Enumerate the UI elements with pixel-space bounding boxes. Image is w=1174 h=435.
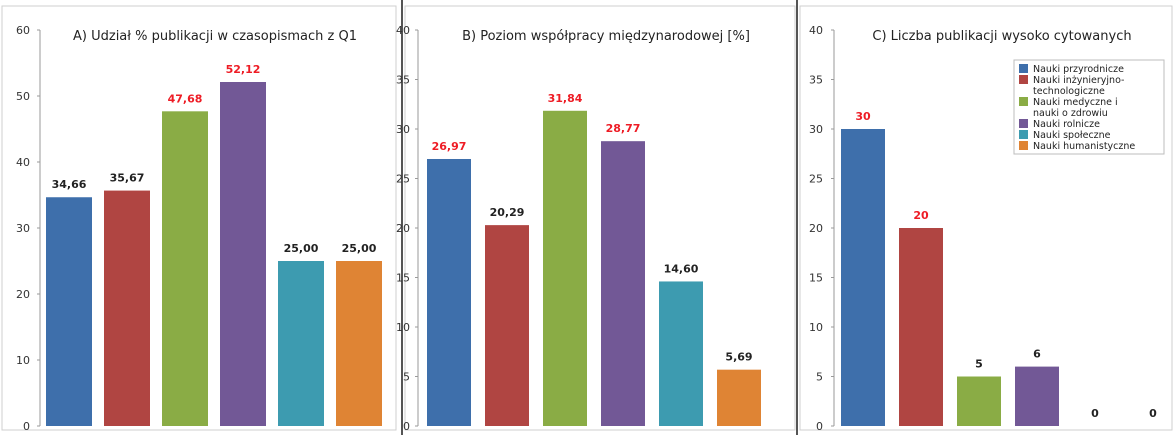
chart-title: A) Udział % publikacji w czasopismach z …: [73, 29, 357, 44]
chart-panel-a: A) Udział % publikacji w czasopismach z …: [1, 5, 397, 433]
bar: [1015, 366, 1059, 426]
chart-panel-c: C) Liczba publikacji wysoko cytowanych 0 5…: [799, 5, 1173, 433]
chart-title: B) Poziom współpracy międzynarodowej [%]: [462, 29, 750, 44]
bar-value-label: 31,84: [548, 92, 583, 105]
y-tick-label: 5: [816, 371, 823, 384]
legend-entry: Nauki inżynieryjno-technologiczne: [1019, 75, 1125, 97]
bar-value-label: 30: [855, 110, 871, 123]
legend-swatch: [1019, 97, 1028, 106]
legend-label: Nauki rolnicze: [1033, 119, 1100, 130]
bar-value-label: 14,60: [664, 262, 699, 275]
legend-entry: Nauki przyrodnicze: [1019, 64, 1124, 75]
bar-value-label: 47,68: [168, 92, 203, 105]
y-tick-label: 5: [403, 371, 410, 384]
legend-entry: Nauki rolnicze: [1019, 119, 1100, 130]
bar-value-label: 25,00: [342, 242, 377, 255]
bar-value-label: 20,29: [490, 206, 525, 219]
bar-value-label: 5,69: [725, 351, 752, 364]
bar: [899, 228, 943, 426]
legend-swatch: [1019, 64, 1028, 73]
y-tick-label: 10: [396, 321, 410, 334]
y-tick-label: 35: [396, 74, 410, 87]
y-tick-label: 15: [809, 272, 823, 285]
legend-label: Nauki inżynieryjno-: [1033, 75, 1125, 86]
y-tick-label: 0: [23, 420, 30, 433]
bar: [601, 141, 645, 426]
bar: [278, 261, 324, 426]
bar: [220, 82, 266, 427]
bar-value-label: 6: [1033, 348, 1041, 361]
legend-swatch: [1019, 119, 1028, 128]
y-tick-label: 20: [809, 222, 823, 235]
y-tick-label: 40: [396, 24, 410, 37]
legend-label: Nauki przyrodnicze: [1033, 64, 1124, 75]
legend-label: Nauki humanistyczne: [1033, 141, 1135, 152]
bar: [162, 111, 208, 426]
legend-swatch: [1019, 141, 1028, 150]
y-tick-label: 25: [809, 173, 823, 186]
y-tick-label: 20: [396, 222, 410, 235]
legend-label: technologiczne: [1033, 86, 1105, 97]
bar-value-label: 35,67: [110, 172, 145, 185]
bar-value-label: 20: [913, 209, 929, 222]
legend-label: nauki o zdrowiu: [1033, 108, 1108, 119]
bar-value-label: 34,66: [52, 178, 87, 191]
y-tick-label: 25: [396, 173, 410, 186]
y-tick-label: 35: [809, 74, 823, 87]
bar: [957, 376, 1001, 426]
chart-title: C) Liczba publikacji wysoko cytowanych: [872, 29, 1131, 44]
legend-swatch: [1019, 130, 1028, 139]
legend-label: Nauki medyczne i: [1033, 97, 1118, 108]
legend-entry: Nauki humanistyczne: [1019, 141, 1135, 152]
legend-swatch: [1019, 75, 1028, 84]
bar-value-label: 0: [1149, 407, 1157, 420]
bar: [336, 261, 382, 426]
bar: [485, 225, 529, 426]
bar: [717, 369, 761, 426]
y-tick-label: 60: [16, 24, 30, 37]
bar-value-label: 26,97: [432, 140, 467, 153]
y-tick-label: 20: [16, 288, 30, 301]
y-tick-label: 0: [816, 420, 823, 433]
bar: [104, 190, 150, 426]
bar: [841, 129, 885, 426]
y-tick-label: 0: [403, 420, 410, 433]
chart-panel-b: B) Poziom współpracy międzynarodowej [%]…: [396, 5, 796, 433]
y-tick-label: 40: [809, 24, 823, 37]
y-tick-label: 30: [809, 123, 823, 136]
legend-box: [1013, 59, 1165, 155]
bar-value-label: 5: [975, 358, 983, 371]
bar: [46, 197, 92, 426]
y-tick-label: 40: [16, 156, 30, 169]
y-tick-label: 30: [16, 222, 30, 235]
bar: [543, 110, 587, 426]
y-tick-label: 15: [396, 272, 410, 285]
bar-value-label: 28,77: [606, 122, 641, 135]
bar-value-label: 0: [1091, 407, 1099, 420]
bar: [427, 158, 471, 426]
bar-value-label: 25,00: [284, 242, 319, 255]
bar: [659, 281, 703, 426]
y-tick-label: 10: [809, 321, 823, 334]
y-tick-label: 30: [396, 123, 410, 136]
bar-value-label: 52,12: [226, 63, 261, 76]
legend-entry: Nauki społeczne: [1019, 130, 1111, 141]
y-tick-label: 10: [16, 354, 30, 367]
y-tick-label: 50: [16, 90, 30, 103]
legend-label: Nauki społeczne: [1033, 130, 1111, 141]
